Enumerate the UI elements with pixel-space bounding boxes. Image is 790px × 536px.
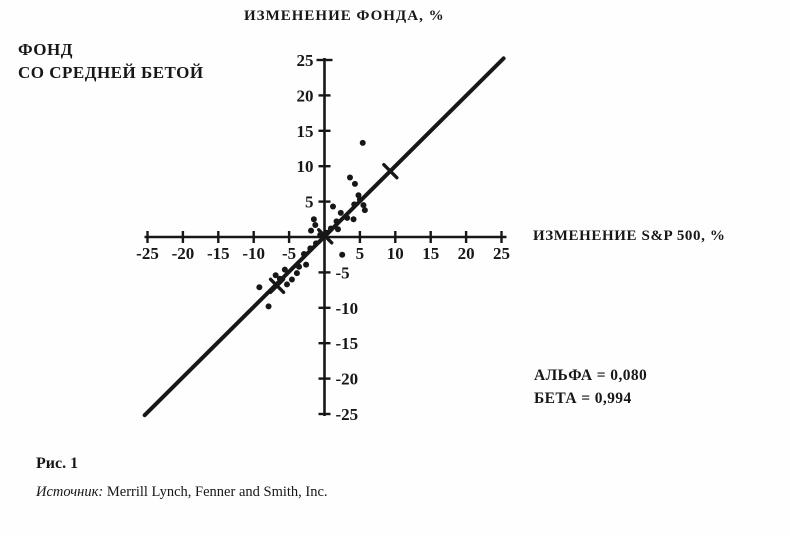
beta-value-label: БЕТА = 0,994: [534, 390, 632, 407]
scatter-point: [300, 250, 307, 257]
scatter-point: [359, 139, 366, 146]
y-tick-label: 15: [297, 122, 314, 141]
fund-beta-label: ФОНД СО СРЕДНЕЙ БЕТОЙ: [18, 38, 204, 84]
scatter-point: [307, 245, 314, 252]
scatter-point: [310, 216, 317, 223]
x-tick-label: 15: [422, 244, 439, 263]
x-tick-label: 5: [356, 244, 365, 263]
y-tick-label: -5: [336, 263, 350, 282]
x-tick-label: -10: [242, 244, 265, 263]
source-text: Merrill Lynch, Fenner and Smith, Inc.: [103, 484, 328, 500]
cross-marker-stroke: [268, 277, 286, 295]
x-tick-label: -5: [282, 244, 296, 263]
y-tick-label: -15: [336, 334, 359, 353]
cross-marker-stroke: [382, 162, 399, 180]
scatter-point: [351, 180, 358, 187]
x-tick-label: -15: [207, 244, 230, 263]
fund-label-line1: ФОНД: [18, 40, 73, 59]
x-tick-label: 20: [458, 244, 475, 263]
scatter-point: [351, 201, 358, 208]
scatter-point: [288, 276, 295, 283]
scatter-point: [256, 284, 263, 291]
scatter-point: [361, 207, 368, 214]
scatter-point: [296, 263, 303, 270]
scatter-point: [312, 221, 319, 228]
source-label: Источник:: [36, 484, 104, 500]
scatter-point: [350, 216, 357, 223]
scatter-point: [346, 174, 353, 181]
cross-marker-stroke: [317, 228, 334, 245]
chart-title: ИЗМЕНЕНИЕ ФОНДА, %: [244, 8, 445, 24]
x-tick-label: 25: [493, 244, 510, 263]
scatter-point: [293, 270, 300, 277]
x-tick-label: -25: [136, 244, 159, 263]
scatter-point: [356, 196, 363, 203]
y-tick-label: 5: [305, 193, 314, 212]
scatter-point: [272, 272, 279, 279]
scatter-point: [329, 203, 336, 210]
scatter-point: [333, 218, 340, 225]
y-tick-label: 10: [297, 157, 314, 176]
scatter-point: [360, 202, 367, 209]
source-line: Источник: Merrill Lynch, Fenner and Smit…: [36, 484, 328, 501]
scatter-point: [337, 209, 344, 216]
scatter-point: [339, 251, 346, 258]
scatter-point: [303, 261, 310, 268]
scatter-point: [308, 227, 315, 234]
x-tick-label: -20: [172, 244, 195, 263]
scatter-point: [334, 226, 341, 233]
fund-label-line2: СО СРЕДНЕЙ БЕТОЙ: [18, 63, 204, 82]
scatter-point: [281, 266, 288, 273]
x-tick-label: 10: [387, 244, 404, 263]
scatter-point: [283, 281, 290, 288]
scatter-point: [344, 214, 351, 221]
y-tick-label: 25: [297, 51, 314, 70]
scatter-point: [265, 303, 272, 310]
x-axis-label: ИЗМЕНЕНИЕ S&P 500, %: [533, 228, 726, 244]
y-tick-label: 20: [297, 86, 314, 105]
y-tick-label: -20: [336, 370, 359, 389]
y-tick-label: -25: [336, 405, 359, 424]
figure-caption: Рис. 1: [36, 455, 79, 472]
alpha-value-label: АЛЬФА = 0,080: [534, 367, 648, 384]
y-tick-label: -10: [336, 299, 359, 318]
